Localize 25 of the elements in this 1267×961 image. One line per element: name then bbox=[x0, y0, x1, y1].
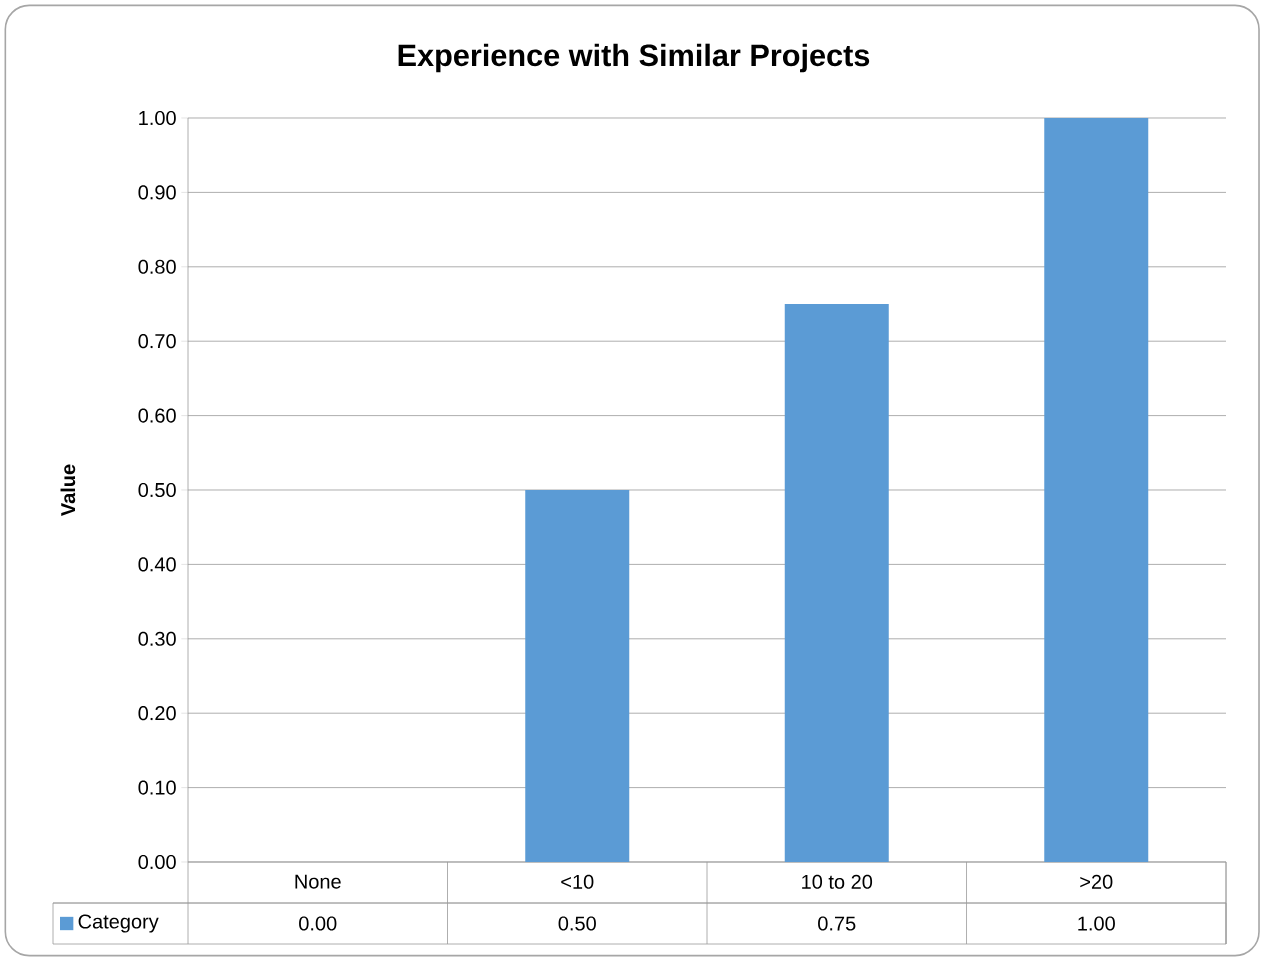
y-tick-label: 0.70 bbox=[138, 334, 176, 349]
y-axis-title: Value bbox=[60, 464, 76, 516]
legend-label: Category bbox=[78, 914, 159, 933]
chart-title: Experience with Similar Projects bbox=[398, 43, 870, 73]
bar bbox=[525, 490, 630, 862]
x-tick-label: <10 bbox=[561, 874, 594, 889]
y-tick-label: 0.90 bbox=[138, 185, 176, 200]
y-tick-label: 0.30 bbox=[138, 631, 176, 646]
text: 0.00 bbox=[299, 916, 337, 931]
text: 0.75 bbox=[818, 916, 856, 931]
x-tick-label: >20 bbox=[1080, 874, 1113, 889]
y-tick-label: 0.00 bbox=[138, 854, 176, 870]
bar bbox=[1044, 117, 1149, 862]
y-tick-label: 0.60 bbox=[138, 408, 176, 423]
text: 1.00 bbox=[1078, 916, 1115, 931]
y-tick-label: 0.80 bbox=[138, 259, 176, 274]
x-tick-label: 10 to 20 bbox=[802, 874, 873, 889]
y-tick-label: 1.00 bbox=[139, 110, 176, 126]
y-tick-label: 0.50 bbox=[138, 482, 176, 498]
y-tick-label: 0.10 bbox=[138, 780, 176, 795]
text: 0.50 bbox=[558, 916, 596, 931]
y-tick-label: 0.40 bbox=[138, 557, 176, 572]
x-tick-label: None bbox=[295, 874, 341, 889]
y-tick-label: 0.20 bbox=[138, 706, 176, 721]
bar bbox=[784, 303, 889, 862]
